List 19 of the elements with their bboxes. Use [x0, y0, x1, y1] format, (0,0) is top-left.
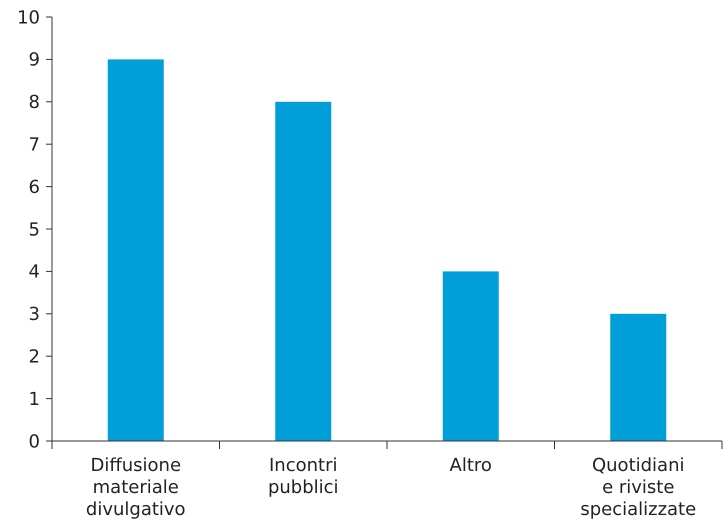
y-tick-label: 10: [17, 7, 40, 28]
y-tick-label: 7: [28, 134, 40, 156]
x-tick-label: Incontri pubblici: [268, 455, 339, 498]
y-tick-label: 5: [28, 219, 40, 240]
bar: [610, 314, 666, 441]
y-tick-label: 8: [28, 92, 40, 114]
x-tick-label: Quotidiani e riviste specializzate: [580, 455, 696, 520]
y-tick-label: 3: [28, 304, 40, 326]
bar: [442, 271, 499, 441]
y-tick-label: 2: [28, 346, 40, 368]
y-tick-label: 4: [28, 262, 40, 283]
bar: [108, 59, 164, 441]
bar: [275, 102, 332, 441]
y-tick-label: 0: [28, 431, 40, 452]
x-tick-label: Altro: [450, 455, 492, 476]
x-tick-label: Diffusione materiale divulgativo: [86, 455, 186, 520]
y-tick-label: 1: [28, 388, 40, 410]
y-tick-label: 6: [28, 176, 40, 198]
y-tick-label: 9: [28, 50, 40, 71]
